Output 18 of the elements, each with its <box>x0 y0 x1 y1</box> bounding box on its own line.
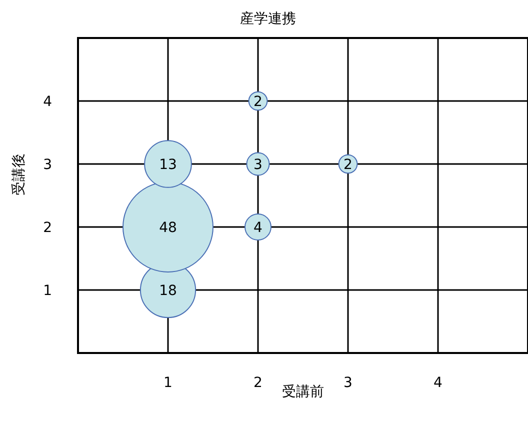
y-tick-label: 3 <box>43 156 52 173</box>
data-label: 18 <box>159 282 177 299</box>
x-tick-label: 4 <box>434 374 443 391</box>
data-label: 3 <box>254 156 262 173</box>
x-tick-label: 1 <box>164 374 172 391</box>
chart-title: 産学連携 <box>239 10 297 28</box>
data-label: 4 <box>254 220 263 236</box>
x-tick-label: 3 <box>344 374 352 391</box>
x-tick-label: 2 <box>254 374 262 391</box>
data-label: 13 <box>159 156 177 173</box>
y-tick-label: 2 <box>43 220 52 236</box>
y-tick-label: 1 <box>43 282 52 299</box>
data-label: 48 <box>159 220 177 236</box>
x-axis-title: 受講前 <box>282 384 324 400</box>
y-axis-title: 受講後 <box>10 154 27 196</box>
data-label: 2 <box>254 94 262 110</box>
y-tick-label: 4 <box>43 94 52 110</box>
data-label: 2 <box>344 156 352 173</box>
